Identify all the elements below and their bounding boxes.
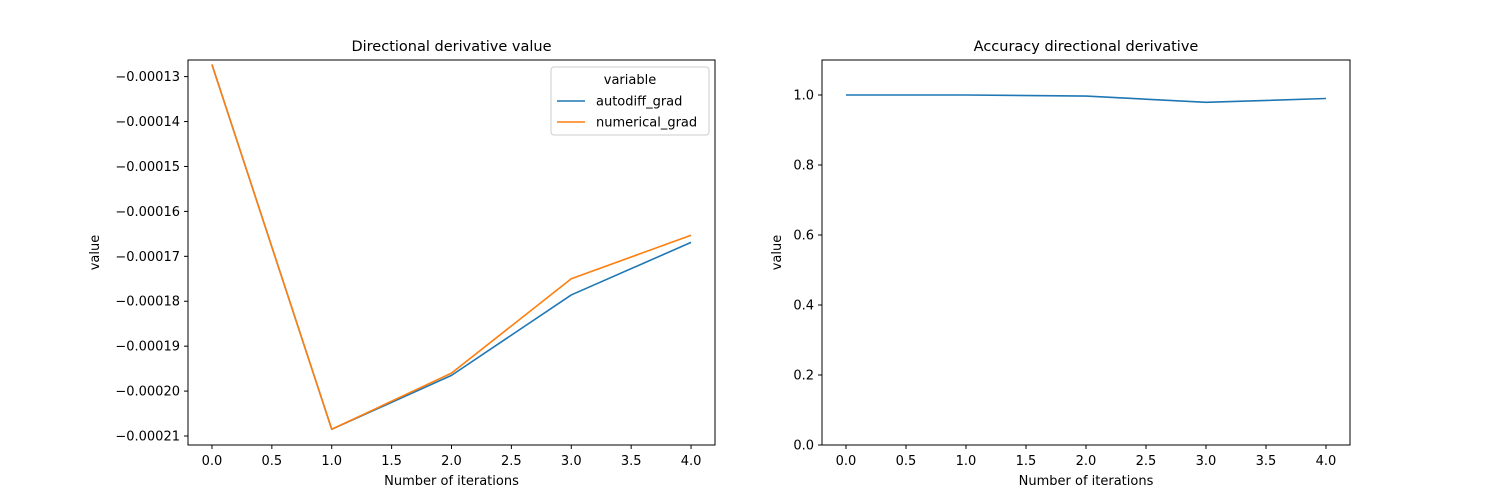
right-chart-x-tick-label: 1.5	[1016, 454, 1037, 469]
right-chart-line-accuracy	[846, 94, 1327, 104]
right-chart-x-tick-label: 2.0	[1076, 454, 1097, 469]
left-chart-x-tick-label: 0.0	[202, 454, 223, 469]
right-chart-x-tick-label: 0.5	[896, 454, 917, 469]
right-chart-y-tick-label: 1.0	[793, 89, 814, 104]
left-chart-x-tick-label: 3.5	[621, 454, 642, 469]
left-chart-y-tick-label: −0.00017	[115, 250, 180, 265]
right-chart-y-tick-label: 0.8	[793, 159, 814, 174]
left-chart-y-tick-label: −0.00018	[115, 295, 180, 310]
left-chart-x-tick-label: 0.5	[261, 454, 282, 469]
right-chart-y-tick-label: 0.2	[793, 369, 814, 384]
left-chart-lines	[211, 64, 692, 431]
right-chart-x-tick-label: 0.0	[836, 454, 857, 469]
legend-box	[550, 66, 710, 136]
right-chart-x-tick-label: 3.5	[1256, 454, 1277, 469]
left-chart-ticks: 0.0 0.5 1.0 1.5 2.0 2.5 3.0 3.5 4.0 −0.00013 −0.00…	[115, 70, 701, 469]
left-chart-x-tick-label: 2.5	[501, 454, 522, 469]
left-chart-y-tick-label: −0.00019	[115, 340, 180, 355]
left-chart-y-tick-label: −0.00013	[115, 70, 180, 85]
right-chart-x-tick-label: 4.0	[1316, 454, 1337, 469]
right-chart-y-axis-label: value	[770, 235, 785, 271]
legend-title: variable	[604, 73, 656, 88]
left-chart-x-tick-label: 1.5	[381, 454, 402, 469]
right-chart-ticks: 0.0 0.5 1.0 1.5 2.0 2.5 3.0 3.5 4.0 0.0 0.2 0.4 0.6 0…	[793, 89, 1336, 470]
left-chart-panel: Directional derivative value Number of i…	[88, 39, 716, 489]
left-chart-y-axis-label: value	[88, 235, 103, 271]
right-chart-x-tick-label: 3.0	[1196, 454, 1217, 469]
left-chart-y-tick-label: −0.00021	[115, 430, 180, 445]
right-chart-y-tick-label: 0.0	[793, 439, 814, 454]
left-chart-x-axis-label: Number of iterations	[384, 474, 519, 489]
right-chart-panel: Accuracy directional derivative Number o…	[770, 39, 1351, 489]
right-chart-title: Accuracy directional derivative	[974, 39, 1199, 55]
left-chart-x-tick-label: 1.0	[321, 454, 342, 469]
left-chart-x-tick-label: 3.0	[561, 454, 582, 469]
legend-items: autodiff_grad numerical_grad	[557, 95, 697, 131]
right-chart-x-tick-label: 2.5	[1136, 454, 1157, 469]
legend-label-numerical-grad: numerical_grad	[596, 116, 697, 131]
left-chart-y-tick-label: −0.00016	[115, 205, 180, 220]
left-chart-y-tick-label: −0.00020	[115, 385, 180, 400]
left-chart-line-numerical-grad	[211, 64, 692, 431]
right-chart-x-axis-label: Number of iterations	[1019, 474, 1154, 489]
right-chart-y-tick-label: 0.6	[793, 229, 814, 244]
left-chart-y-tick-label: −0.00015	[115, 160, 180, 175]
left-chart-y-tick-label: −0.00014	[115, 115, 180, 130]
left-chart-frame	[187, 59, 716, 446]
right-chart-y-tick-label: 0.4	[793, 299, 814, 314]
left-chart-legend: variable autodiff_grad numerical_grad	[550, 66, 710, 136]
right-chart-x-tick-label: 1.0	[956, 454, 977, 469]
left-chart-x-tick-label: 2.0	[441, 454, 462, 469]
left-chart-title: Directional derivative value	[351, 39, 551, 55]
left-chart-x-tick-label: 4.0	[681, 454, 702, 469]
right-chart-frame	[821, 59, 1351, 446]
right-chart-lines	[846, 94, 1327, 104]
legend-label-autodiff-grad: autodiff_grad	[596, 95, 682, 110]
